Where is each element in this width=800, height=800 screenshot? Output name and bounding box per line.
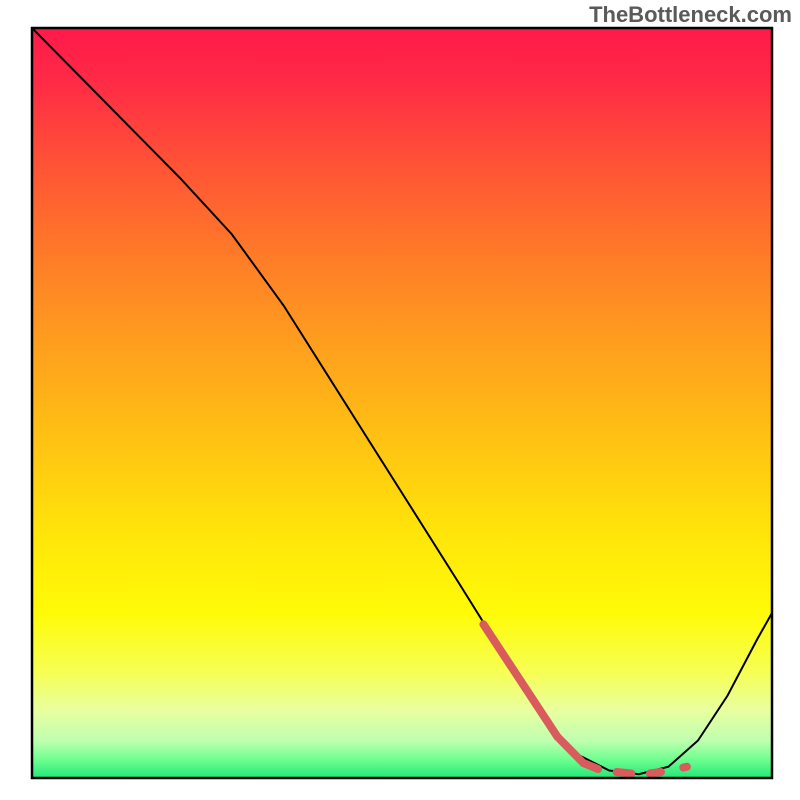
curve-layer [32,28,772,778]
plot-area [32,28,772,778]
dashed-overlay-segment [650,772,661,774]
watermark-text: TheBottleneck.com [589,2,792,28]
dashed-overlay-segment [583,763,598,769]
dashed-overlay-segment [483,624,557,737]
dashed-overlay-segment [683,767,687,768]
bottleneck-curve [32,28,772,774]
dashed-overlay-group [483,624,687,773]
dashed-overlay-segment [617,772,632,774]
chart-frame: TheBottleneck.com [0,0,800,800]
dashed-overlay-segment [557,737,583,763]
